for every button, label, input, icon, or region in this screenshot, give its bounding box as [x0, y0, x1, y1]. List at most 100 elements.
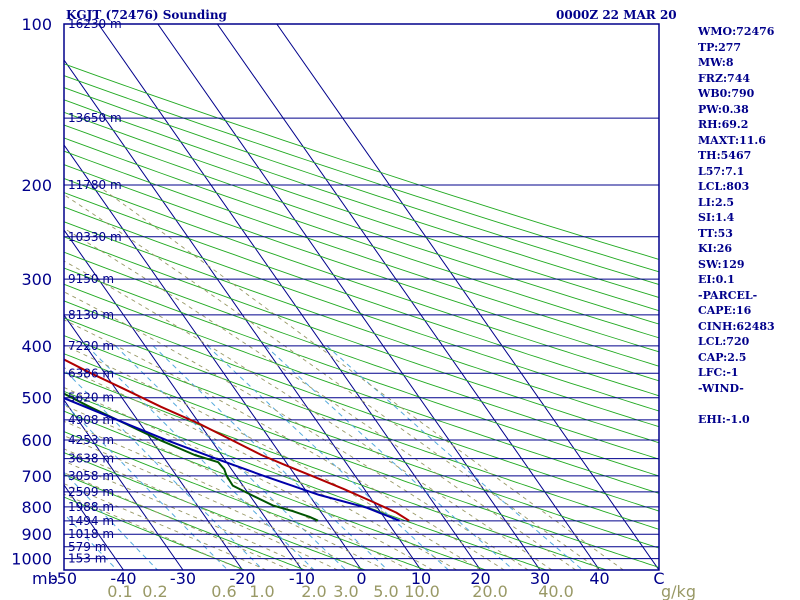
sounding-index: LCL:803	[698, 180, 750, 193]
mixing-ratio-tick-label: g/kg	[661, 582, 696, 600]
temperature-tick-label: 0	[356, 569, 366, 588]
pressure-tick-label: 500	[21, 389, 52, 408]
mixing-ratio-line	[64, 513, 118, 570]
isotherm-line	[64, 59, 422, 570]
sounding-index: TH:5467	[698, 149, 752, 162]
pressure-tick-label: 1000	[11, 550, 52, 569]
temperature-tick-label: -50	[51, 569, 77, 588]
mixing-ratio-line	[265, 345, 514, 570]
dry-adiabat-line	[64, 75, 659, 273]
dry-adiabat-line	[64, 63, 659, 260]
dry-adiabat-line	[64, 137, 659, 339]
mixing-ratio-tick-label: 5.0	[373, 582, 398, 600]
height-label: 3638 m	[68, 452, 114, 466]
dry-adiabat-line	[64, 431, 426, 570]
station-title: KGJT (72476) Sounding	[66, 8, 227, 22]
sounding-index: FRZ:744	[698, 71, 751, 85]
isotherm-line	[0, 24, 5, 570]
mixing-ratio-line	[152, 345, 389, 570]
pressure-tick-label: 400	[21, 337, 52, 356]
height-label: 2509 m	[68, 485, 114, 499]
sounding-index: SW:129	[698, 257, 745, 271]
sounding-index	[698, 396, 775, 412]
height-label: 10330 m	[68, 230, 122, 244]
sounding-index: LFC:-1	[698, 366, 739, 379]
sounding-index: EHI:-1.0	[698, 412, 750, 426]
pressure-tick-label: 300	[21, 270, 52, 289]
height-label: 8130 m	[68, 308, 114, 322]
sounding-index: -WIND-	[698, 381, 744, 395]
isotherm-line	[64, 399, 184, 570]
mixing-ratio-line	[64, 402, 229, 570]
temperature-tick-label: C	[653, 569, 664, 588]
sounding-index: -PARCEL-	[698, 288, 758, 302]
height-label: 579 m	[68, 540, 106, 554]
dry-adiabat-line	[64, 251, 659, 460]
moist-adiabat-line	[64, 194, 600, 570]
moist-adiabat-line	[64, 448, 338, 570]
height-label: 9150 m	[68, 272, 114, 286]
moist-adiabat-line	[64, 404, 410, 570]
mixing-ratio-tick-label: 0.1	[107, 582, 132, 600]
mixing-ratio-tick-label: 3.0	[333, 582, 358, 600]
dry-adiabat-line	[64, 150, 659, 353]
height-label: 7220 m	[68, 339, 114, 353]
sounding-index: PW:0.38	[698, 102, 749, 116]
temperature-tick-label: -20	[229, 569, 255, 588]
sounding-traces	[64, 358, 410, 522]
background-grid	[0, 24, 659, 570]
sounding-index: WMO:72476	[698, 25, 775, 38]
height-label: 6386 m	[68, 366, 114, 380]
pressure-tick-label: 800	[21, 498, 52, 517]
sounding-index: TT:53	[698, 226, 733, 240]
pressure-tick-label: 900	[21, 525, 52, 544]
dry-adiabat-line	[64, 335, 659, 549]
isotherm-line	[157, 24, 541, 570]
sounding-index: CAP:2.5	[698, 350, 747, 364]
height-label: 3058 m	[68, 469, 114, 483]
mixing-ratio-line	[86, 345, 315, 570]
isotherm-line	[64, 314, 243, 570]
sounding-index: SI:1.4	[698, 211, 735, 224]
sounding-index: LI:2.5	[698, 195, 735, 209]
dry-adiabat-line	[64, 353, 659, 568]
mixing-ratio-line	[326, 345, 583, 570]
isotherm-line	[276, 24, 659, 570]
dry-adiabat-line	[64, 221, 659, 428]
moist-adiabat-line	[64, 260, 553, 570]
height-label: 16230 m	[68, 17, 122, 31]
mixing-ratio-line	[115, 345, 347, 570]
sounding-indices-panel: WMO:72476 TP:277 MW:8 FRZ:744 WB0:790 PW:0.38…	[698, 24, 775, 427]
valid-time: 0000Z 22 MAR 20	[556, 8, 677, 22]
dry-adiabat-line	[64, 410, 487, 570]
dry-adiabat-line	[64, 390, 547, 570]
mixing-ratio-tick-label: 10.0	[404, 582, 440, 600]
pressure-unit-label: mb	[32, 569, 58, 588]
mixing-ratio-tick-label: 0.6	[211, 582, 236, 600]
moist-adiabat-line	[64, 435, 362, 570]
pressure-tick-label: 100	[21, 15, 52, 34]
height-label: 1018 m	[68, 527, 114, 541]
pressure-tick-label: 200	[21, 176, 52, 195]
pressure-tick-label: 700	[21, 467, 52, 486]
dry-adiabat-line	[64, 300, 659, 512]
mixing-ratio-line	[64, 471, 158, 570]
sounding-index: WB0:790	[698, 87, 755, 100]
sounding-index: KI:26	[698, 242, 733, 255]
dry-adiabat-line	[64, 473, 306, 570]
temperature-tick-label: -30	[170, 569, 196, 588]
temperature-tick-label: -40	[110, 569, 136, 588]
height-label: 4908 m	[68, 413, 114, 427]
isotherm-line	[64, 144, 362, 570]
dry-adiabat-line	[64, 192, 659, 397]
sounding-index: MW:8	[698, 56, 734, 69]
sounding-index: CINH:62483	[698, 319, 775, 333]
dry-adiabat-line	[64, 178, 659, 382]
height-label: 1988 m	[68, 500, 114, 514]
moist-adiabat-line	[96, 184, 624, 570]
dry-adiabat-line	[64, 124, 659, 325]
height-label: 11780 m	[68, 178, 122, 192]
dry-adiabat-line	[64, 267, 659, 477]
